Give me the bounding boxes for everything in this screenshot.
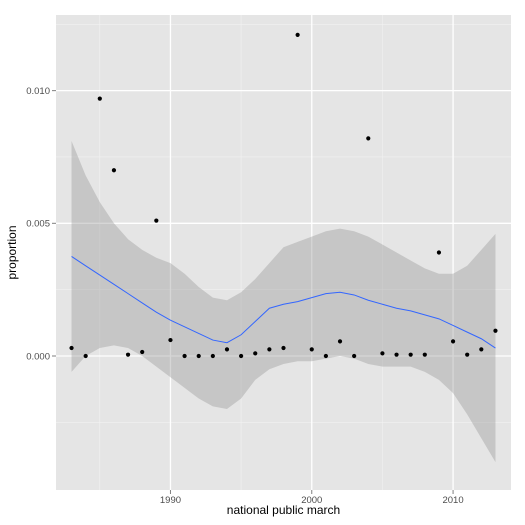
data-point <box>380 351 385 356</box>
data-point <box>295 32 300 38</box>
x-axis-ticks: 1990 2000 2010 <box>160 490 464 506</box>
data-point <box>450 339 456 344</box>
data-point <box>196 353 201 359</box>
data-point <box>394 352 399 357</box>
x-tick-label: 2010 <box>442 495 463 506</box>
confidence-ribbon <box>71 141 496 463</box>
data-point <box>111 168 117 173</box>
major-gridlines <box>56 15 511 490</box>
data-point <box>210 353 215 359</box>
data-point <box>239 353 244 359</box>
y-tick-label: 0.005 <box>26 219 50 230</box>
data-point <box>154 218 159 223</box>
minor-gridlines <box>56 15 511 490</box>
y-axis-ticks: 0.000 0.005 0.010 <box>26 86 56 362</box>
data-point <box>267 347 272 352</box>
data-point <box>140 349 145 355</box>
data-point <box>337 339 343 344</box>
data-point <box>97 96 102 101</box>
data-point <box>224 347 230 352</box>
data-point <box>182 353 187 359</box>
data-point <box>253 351 258 356</box>
data-point <box>436 250 442 255</box>
data-point <box>323 353 328 359</box>
data-point <box>479 347 484 352</box>
plot-panel <box>56 15 511 490</box>
data-point <box>366 136 371 141</box>
smooth-fit-line <box>71 256 496 349</box>
x-tick-label: 1990 <box>160 495 181 506</box>
data-point <box>83 353 88 359</box>
data-point <box>69 345 74 351</box>
data-point <box>309 347 314 352</box>
data-point <box>168 337 173 343</box>
data-point <box>125 352 131 357</box>
y-tick-label: 0.010 <box>26 86 50 97</box>
y-tick-label: 0.000 <box>26 351 50 362</box>
data-point <box>493 328 498 333</box>
data-point <box>352 353 357 359</box>
x-tick-label: 2000 <box>301 495 322 506</box>
data-point <box>408 352 413 357</box>
x-axis-title: national public march <box>227 503 340 517</box>
data-point <box>422 352 427 357</box>
data-points <box>69 32 498 359</box>
data-point <box>465 352 470 357</box>
y-axis-title: proportion <box>5 225 19 279</box>
data-point <box>281 345 286 351</box>
